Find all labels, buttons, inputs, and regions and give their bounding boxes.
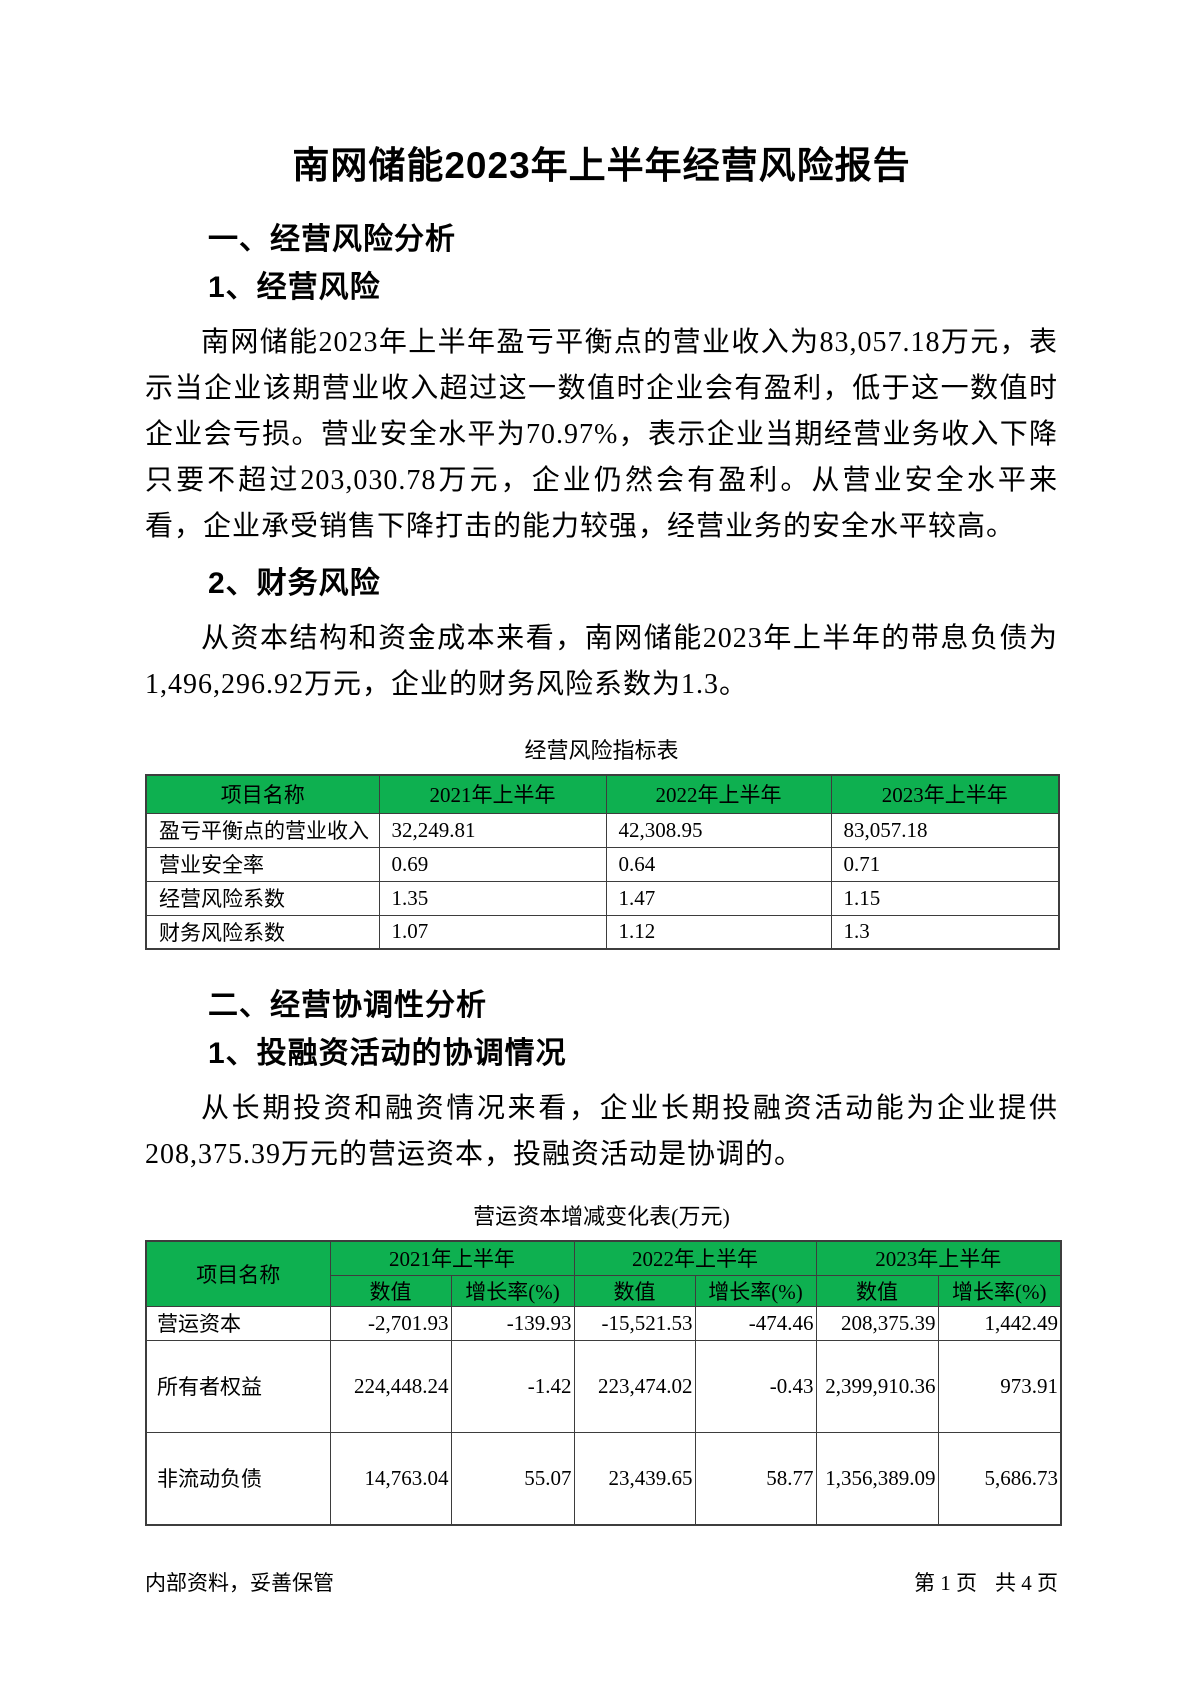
cell-value: 208,375.39 [815, 1305, 939, 1341]
cell-value: 32,249.81 [378, 812, 607, 848]
cell-value: 1.12 [605, 914, 832, 950]
table2-subheader-value: 数值 [329, 1274, 452, 1307]
cell-value: 1.47 [605, 880, 832, 916]
footer-total-pages: 共 4 页 [995, 1571, 1058, 1595]
cell-value: 0.69 [378, 846, 607, 882]
row-label: 财务风险系数 [145, 914, 380, 950]
section-2-1-heading: 1、投融资活动的协调情况 [208, 1037, 567, 1070]
risk-indicator-table: 项目名称 2021年上半年 2022年上半年 2023年上半年 盈亏平衡点的营业… [145, 774, 1060, 950]
table2-header-2021: 2021年上半年 [329, 1240, 575, 1276]
table-header-row-subs: 数值 增长率(%) 数值 增长率(%) 数值 增长率(%) [146, 1274, 1062, 1307]
cell-value: 1.07 [378, 914, 607, 950]
working-capital-table: 项目名称 2021年上半年 2022年上半年 2023年上半年 数值 增长率(%… [145, 1240, 1062, 1526]
table-row: 营业安全率 0.69 0.64 0.71 [145, 846, 1060, 882]
working-capital-table-caption: 营运资本增减变化表(万元) [473, 1204, 730, 1229]
table1-header-item-name: 项目名称 [145, 774, 380, 814]
row-label: 经营风险系数 [145, 880, 380, 916]
cell-value: -15,521.53 [573, 1305, 696, 1341]
footer-confidential-note: 内部资料，妥善保管 [145, 1571, 334, 1595]
footer-current-page: 第 1 页 [914, 1571, 977, 1595]
cell-value: 14,763.04 [329, 1431, 452, 1526]
cell-growth: 973.91 [937, 1339, 1062, 1433]
cell-value: 224,448.24 [329, 1339, 452, 1433]
report-title: 南网储能2023年上半年经营风险报告 [292, 145, 911, 186]
table2-header-item-name: 项目名称 [145, 1240, 331, 1307]
cell-value: -2,701.93 [329, 1305, 452, 1341]
financial-risk-paragraph: 从资本结构和资金成本来看，南网储能2023年上半年的带息负债为1,496,296… [145, 623, 1058, 700]
section-1-heading: 一、经营风险分析 [208, 223, 456, 256]
table2-subheader-growth: 增长率(%) [937, 1274, 1062, 1307]
working-capital-paragraph: 从长期投资和融资情况来看，企业长期投融资活动能为企业提供208,375.39万元… [145, 1093, 1058, 1170]
table2-subheader-growth: 增长率(%) [694, 1274, 817, 1307]
report-content: 南网储能2023年上半年经营风险报告 一、经营风险分析 1、经营风险 南网储能2… [145, 0, 1062, 1526]
table1-header-2022: 2022年上半年 [605, 774, 832, 814]
section-1-1-heading: 1、经营风险 [208, 271, 381, 304]
table1-header-2023: 2023年上半年 [830, 774, 1060, 814]
section-1-2-heading: 2、财务风险 [208, 567, 381, 600]
table2-header-2023: 2023年上半年 [815, 1240, 1062, 1276]
cell-value: 1.35 [378, 880, 607, 916]
risk-indicator-table-caption: 经营风险指标表 [524, 738, 679, 763]
table2-subheader-value: 数值 [815, 1274, 939, 1307]
cell-growth: 58.77 [694, 1431, 817, 1526]
table2-subheader-growth: 增长率(%) [450, 1274, 575, 1307]
cell-value: 0.64 [605, 846, 832, 882]
cell-value: 83,057.18 [830, 812, 1060, 848]
cell-value: 223,474.02 [573, 1339, 696, 1433]
row-label: 营业安全率 [145, 846, 380, 882]
table-row: 营运资本 -2,701.93 -139.93 -15,521.53 -474.4… [145, 1305, 1062, 1341]
cell-value: 23,439.65 [573, 1431, 696, 1526]
table-header-row-years: 项目名称 2021年上半年 2022年上半年 2023年上半年 [145, 1240, 1062, 1307]
table-row: 盈亏平衡点的营业收入 32,249.81 42,308.95 83,057.18 [145, 812, 1060, 848]
footer-page-number: 第 1 页共 4 页 [914, 1568, 1058, 1598]
cell-growth: 55.07 [450, 1431, 575, 1526]
cell-growth: -474.46 [694, 1305, 817, 1341]
row-label: 非流动负债 [145, 1431, 331, 1526]
table2-header-2022: 2022年上半年 [573, 1240, 817, 1276]
cell-value: 0.71 [830, 846, 1060, 882]
table-row: 经营风险系数 1.35 1.47 1.15 [145, 880, 1060, 916]
row-label: 营运资本 [145, 1305, 331, 1341]
cell-value: 42,308.95 [605, 812, 832, 848]
cell-growth: -139.93 [450, 1305, 575, 1341]
table2-subheader-value: 数值 [573, 1274, 696, 1307]
cell-growth: -0.43 [694, 1339, 817, 1433]
table1-header-2021: 2021年上半年 [378, 774, 607, 814]
cell-value: 1.3 [830, 914, 1060, 950]
cell-value: 1.15 [830, 880, 1060, 916]
operating-risk-paragraph: 南网储能2023年上半年盈亏平衡点的营业收入为83,057.18万元，表示当企业… [145, 327, 1058, 542]
cell-growth: 5,686.73 [937, 1431, 1062, 1526]
section-2-heading: 二、经营协调性分析 [208, 989, 487, 1022]
row-label: 盈亏平衡点的营业收入 [145, 812, 380, 848]
table-row: 所有者权益 224,448.24 -1.42 223,474.02 -0.43 … [145, 1339, 1062, 1433]
table-row: 财务风险系数 1.07 1.12 1.3 [145, 914, 1060, 950]
cell-value: 2,399,910.36 [815, 1339, 939, 1433]
table-header-row: 项目名称 2021年上半年 2022年上半年 2023年上半年 [145, 774, 1060, 814]
cell-value: 1,356,389.09 [815, 1431, 939, 1526]
page-footer: 内部资料，妥善保管 第 1 页共 4 页 [145, 1568, 1058, 1598]
cell-growth: 1,442.49 [937, 1305, 1062, 1341]
table-row: 非流动负债 14,763.04 55.07 23,439.65 58.77 1,… [145, 1431, 1062, 1526]
row-label: 所有者权益 [145, 1339, 331, 1433]
cell-growth: -1.42 [450, 1339, 575, 1433]
